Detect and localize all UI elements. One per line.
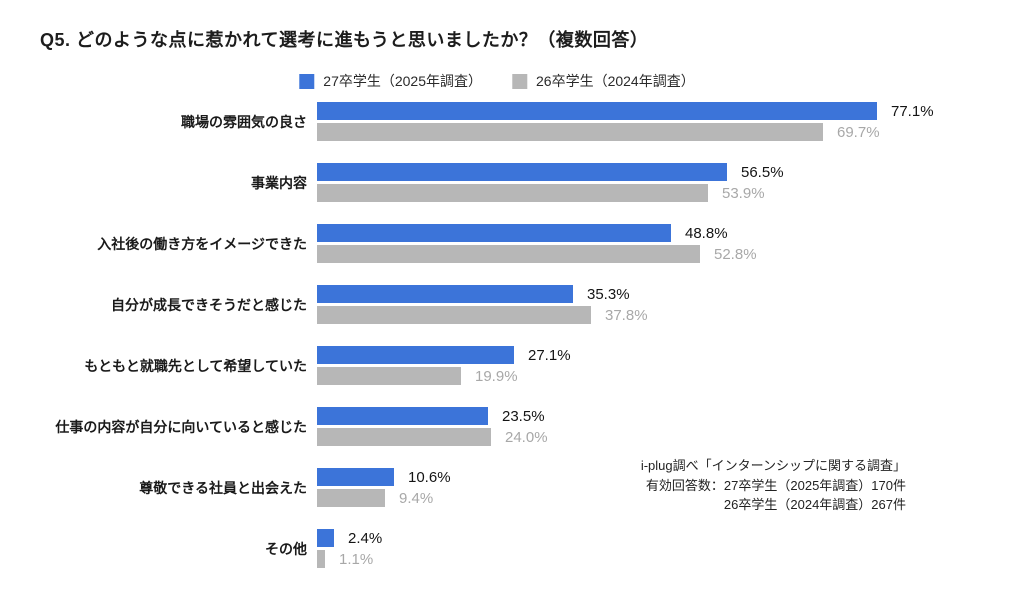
- bar-primary: [317, 163, 727, 181]
- bar-line: 56.5%: [317, 163, 784, 181]
- bar-value-label: 37.8%: [605, 306, 648, 324]
- bar-primary: [317, 407, 488, 425]
- bar-line: 37.8%: [317, 306, 648, 324]
- bar-primary: [317, 224, 671, 242]
- bar-primary: [317, 102, 877, 120]
- chart-row: 職場の雰囲気の良さ 77.1% 69.7%: [0, 102, 1024, 141]
- bar-secondary: [317, 245, 700, 263]
- bar-group: 77.1% 69.7%: [317, 102, 934, 141]
- chart-row: その他 2.4% 1.1%: [0, 529, 1024, 568]
- legend: 27卒学生（2025年調査） 26卒学生（2024年調査）: [299, 71, 695, 91]
- bar-secondary: [317, 428, 491, 446]
- legend-swatch-icon: [299, 73, 315, 89]
- legend-swatch-icon: [512, 73, 527, 89]
- bar-primary: [317, 285, 573, 303]
- bar-primary: [317, 529, 334, 547]
- source-note-line: 有効回答数：27卒学生（2025年調査）170件: [645, 477, 906, 493]
- chart-row: 事業内容 56.5% 53.9%: [0, 163, 1024, 202]
- category-label: 尊敬できる社員と出会えた: [139, 479, 307, 496]
- bar-secondary: [317, 306, 591, 324]
- bar-line: 24.0%: [317, 428, 548, 446]
- bar-line: 19.9%: [317, 367, 571, 385]
- legend-item-0: 27卒学生（2025年調査）: [299, 71, 482, 91]
- source-note-line: 26卒学生（2024年調査）267件: [723, 497, 906, 512]
- bar-value-label: 27.1%: [528, 346, 571, 364]
- bar-line: 9.4%: [317, 489, 451, 507]
- bar-value-label: 48.8%: [685, 224, 728, 242]
- bar-value-label: 10.6%: [408, 468, 451, 486]
- category-label: 自分が成長できそうだと感じた: [111, 296, 307, 313]
- category-label: 事業内容: [251, 174, 307, 191]
- bar-primary: [317, 346, 514, 364]
- chart-row: 自分が成長できそうだと感じた 35.3% 37.8%: [0, 285, 1024, 324]
- bar-secondary: [317, 123, 823, 141]
- bar-secondary: [317, 489, 385, 507]
- bar-line: 27.1%: [317, 346, 571, 364]
- bar-value-label: 24.0%: [505, 428, 548, 446]
- bar-primary: [317, 468, 394, 486]
- chart-row: 尊敬できる社員と出会えた 10.6% 9.4%: [0, 468, 1024, 507]
- legend-item-1: 26卒学生（2024年調査）: [512, 71, 695, 91]
- bar-line: 48.8%: [317, 224, 757, 242]
- bar-value-label: 69.7%: [837, 123, 880, 141]
- bar-line: 2.4%: [317, 529, 382, 547]
- legend-label: 26卒学生（2024年調査）: [536, 73, 695, 89]
- bar-value-label: 19.9%: [475, 367, 518, 385]
- bar-secondary: [317, 367, 461, 385]
- bar-secondary: [317, 184, 708, 202]
- bar-line: 23.5%: [317, 407, 548, 425]
- bar-group: 10.6% 9.4%: [317, 468, 451, 507]
- category-label: 入社後の働き方をイメージできた: [97, 235, 307, 252]
- bar-line: 1.1%: [317, 550, 382, 568]
- bar-value-label: 53.9%: [722, 184, 765, 202]
- bar-line: 52.8%: [317, 245, 757, 263]
- bar-value-label: 56.5%: [741, 163, 784, 181]
- category-label: 職場の雰囲気の良さ: [181, 113, 307, 130]
- bar-value-label: 52.8%: [714, 245, 757, 263]
- category-label: その他: [265, 540, 307, 557]
- bar-line: 10.6%: [317, 468, 451, 486]
- chart-row: 仕事の内容が自分に向いていると感じた 23.5% 24.0%: [0, 407, 1024, 446]
- category-label: もともと就職先として希望していた: [84, 357, 307, 374]
- bar-group: 56.5% 53.9%: [317, 163, 784, 202]
- chart-title: Q5. どのような点に惹かれて選考に進もうと思いましたか？（複数回答）: [40, 30, 649, 50]
- legend-label: 27卒学生（2025年調査）: [323, 73, 482, 89]
- source-note: i-plug調べ「インターンシップに関する調査」 有効回答数：27卒学生（2025…: [641, 456, 906, 515]
- bar-value-label: 23.5%: [502, 407, 545, 425]
- chart-row: 入社後の働き方をイメージできた 48.8% 52.8%: [0, 224, 1024, 263]
- chart-row: もともと就職先として希望していた 27.1% 19.9%: [0, 346, 1024, 385]
- bar-value-label: 1.1%: [339, 550, 374, 568]
- bar-value-label: 77.1%: [891, 102, 934, 120]
- bar-value-label: 2.4%: [348, 529, 383, 547]
- bar-line: 35.3%: [317, 285, 648, 303]
- bar-value-label: 9.4%: [399, 489, 434, 507]
- bar-group: 27.1% 19.9%: [317, 346, 571, 385]
- bar-value-label: 35.3%: [587, 285, 630, 303]
- category-label: 仕事の内容が自分に向いていると感じた: [55, 418, 307, 435]
- bar-line: 77.1%: [317, 102, 934, 120]
- source-note-line: i-plug調べ「インターンシップに関する調査」: [640, 458, 906, 473]
- bar-group: 2.4% 1.1%: [317, 529, 382, 568]
- bar-line: 53.9%: [317, 184, 784, 202]
- bar-line: 69.7%: [317, 123, 934, 141]
- bar-secondary: [317, 550, 325, 568]
- bar-group: 23.5% 24.0%: [317, 407, 548, 446]
- bar-group: 48.8% 52.8%: [317, 224, 757, 263]
- chart-rows: 職場の雰囲気の良さ 77.1% 69.7% 事業内容 56.5% 53.9% 入社後の働き方…: [0, 102, 1024, 590]
- bar-group: 35.3% 37.8%: [317, 285, 648, 324]
